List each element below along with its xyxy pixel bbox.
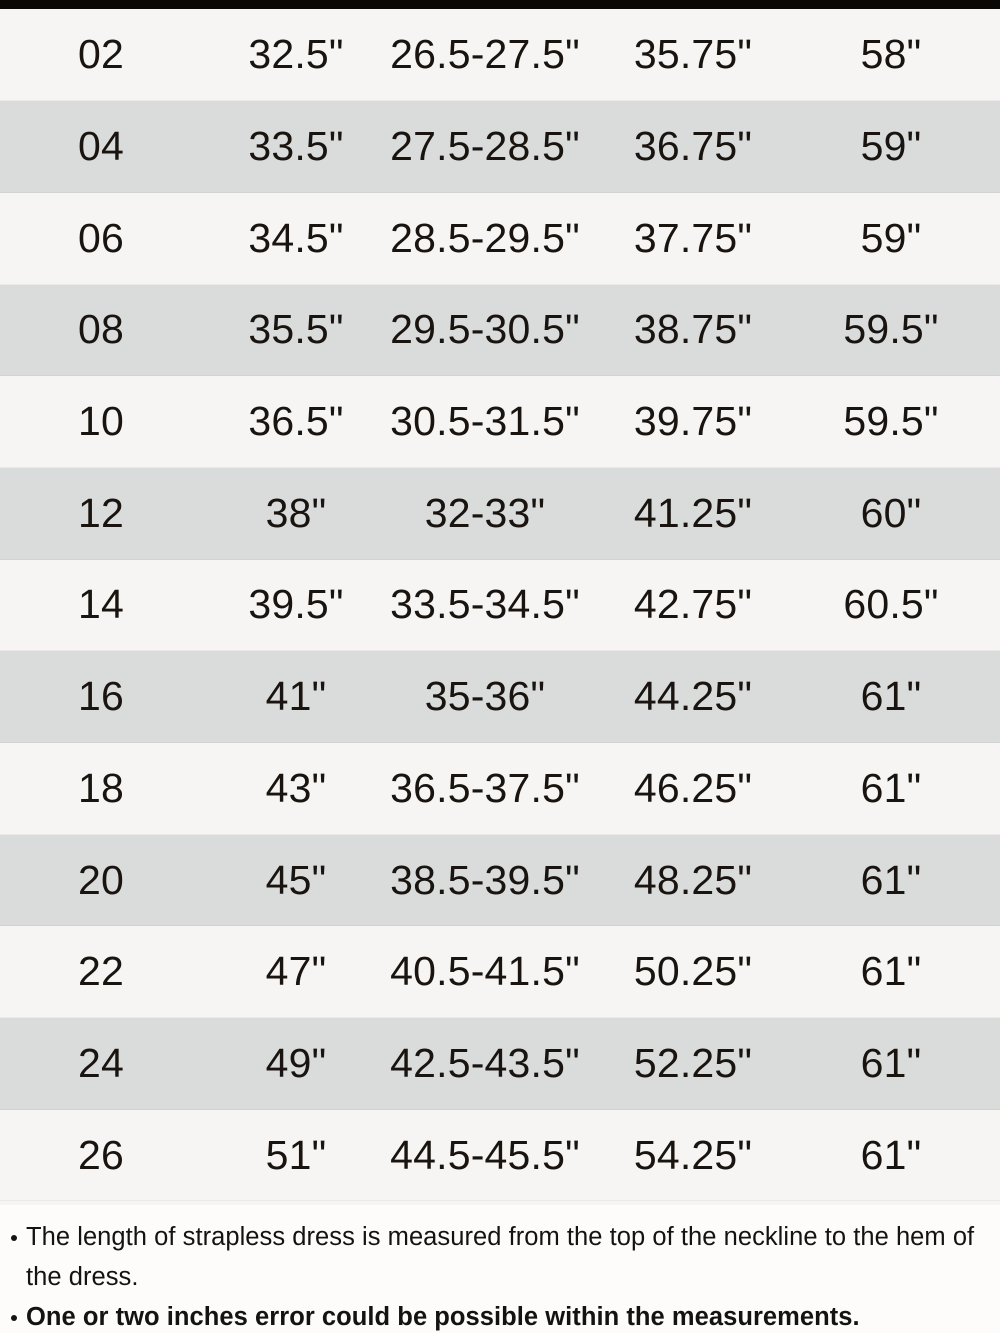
note-text: One or two inches error could be possibl… — [26, 1303, 860, 1331]
table-row: 20 45" 38.5-39.5" 48.25" 61" — [0, 833, 1000, 927]
table-row: 02 32.5" 26.5-27.5" 35.75" 58" — [0, 9, 1000, 102]
table-row: 06 34.5" 28.5-29.5" 37.75" 59" — [0, 191, 1000, 285]
table-row: 16 41" 35-36" 44.25" 61" — [0, 650, 1000, 743]
cell-waist: 42.5-43.5" — [382, 1017, 588, 1110]
cell-size: 02 — [0, 9, 210, 102]
cell-length: 59.5" — [798, 375, 1000, 468]
table-row: 14 39.5" 33.5-34.5" 42.75" 60.5" — [0, 558, 1000, 652]
cell-size: 08 — [0, 283, 210, 377]
cell-length: 61" — [798, 742, 1000, 835]
note-item: One or two inches error could be possibl… — [8, 1297, 990, 1333]
note-item: The length of strapless dress is measure… — [8, 1217, 990, 1297]
cell-length: 61" — [798, 650, 1000, 743]
cell-length: 59.5" — [798, 283, 1000, 377]
cell-waist: 27.5-28.5" — [382, 100, 588, 193]
bullet-icon — [11, 1235, 17, 1241]
cell-length: 61" — [798, 925, 1000, 1019]
cell-bust: 43" — [210, 742, 382, 835]
cell-waist: 28.5-29.5" — [382, 191, 588, 285]
cell-bust: 51" — [210, 1108, 382, 1202]
cell-bust: 45" — [210, 833, 382, 927]
cell-bust: 41" — [210, 650, 382, 743]
cell-length: 60" — [798, 466, 1000, 560]
cell-bust: 35.5" — [210, 283, 382, 377]
cell-hips: 38.75" — [588, 283, 798, 377]
cell-waist: 44.5-45.5" — [382, 1108, 588, 1202]
cell-length: 58" — [798, 9, 1000, 102]
cell-size: 12 — [0, 466, 210, 560]
cell-length: 60.5" — [798, 558, 1000, 652]
cell-waist: 33.5-34.5" — [382, 558, 588, 652]
cell-hips: 37.75" — [588, 191, 798, 285]
cell-bust: 36.5" — [210, 375, 382, 468]
cell-bust: 32.5" — [210, 9, 382, 102]
cell-size: 20 — [0, 833, 210, 927]
cell-hips: 48.25" — [588, 833, 798, 927]
bullet-icon — [11, 1315, 17, 1321]
notes-section: The length of strapless dress is measure… — [0, 1205, 1000, 1333]
note-text: The length of strapless dress is measure… — [26, 1223, 975, 1291]
cell-size: 04 — [0, 100, 210, 193]
cell-length: 59" — [798, 191, 1000, 285]
cell-size: 06 — [0, 191, 210, 285]
cell-size: 10 — [0, 375, 210, 468]
table-row: 12 38" 32-33" 41.25" 60" — [0, 466, 1000, 560]
cell-hips: 44.25" — [588, 650, 798, 743]
cell-hips: 36.75" — [588, 100, 798, 193]
cell-size: 18 — [0, 742, 210, 835]
cell-waist: 38.5-39.5" — [382, 833, 588, 927]
cell-hips: 35.75" — [588, 9, 798, 102]
size-chart-table-body: 02 32.5" 26.5-27.5" 35.75" 58" 04 33.5" 27.5-28… — [0, 9, 1000, 1202]
cell-size: 14 — [0, 558, 210, 652]
table-row: 18 43" 36.5-37.5" 46.25" 61" — [0, 742, 1000, 835]
cell-size: 26 — [0, 1108, 210, 1202]
cell-bust: 39.5" — [210, 558, 382, 652]
cell-length: 61" — [798, 1108, 1000, 1202]
table-row: 22 47" 40.5-41.5" 50.25" 61" — [0, 925, 1000, 1019]
top-accent-bar — [0, 0, 1000, 9]
cell-bust: 49" — [210, 1017, 382, 1110]
cell-hips: 52.25" — [588, 1017, 798, 1110]
cell-waist: 29.5-30.5" — [382, 283, 588, 377]
cell-waist: 35-36" — [382, 650, 588, 743]
cell-bust: 38" — [210, 466, 382, 560]
table-row: 10 36.5" 30.5-31.5" 39.75" 59.5" — [0, 375, 1000, 468]
cell-waist: 32-33" — [382, 466, 588, 560]
table-row: 04 33.5" 27.5-28.5" 36.75" 59" — [0, 100, 1000, 193]
cell-size: 22 — [0, 925, 210, 1019]
cell-hips: 50.25" — [588, 925, 798, 1019]
cell-waist: 36.5-37.5" — [382, 742, 588, 835]
cell-hips: 41.25" — [588, 466, 798, 560]
cell-size: 24 — [0, 1017, 210, 1110]
cell-size: 16 — [0, 650, 210, 743]
size-chart-table: 02 32.5" 26.5-27.5" 35.75" 58" 04 33.5" 27.5-28… — [0, 9, 1000, 1202]
cell-hips: 46.25" — [588, 742, 798, 835]
cell-bust: 34.5" — [210, 191, 382, 285]
cell-bust: 47" — [210, 925, 382, 1019]
table-row: 26 51" 44.5-45.5" 54.25" 61" — [0, 1108, 1000, 1202]
cell-length: 61" — [798, 833, 1000, 927]
cell-waist: 30.5-31.5" — [382, 375, 588, 468]
cell-waist: 26.5-27.5" — [382, 9, 588, 102]
cell-waist: 40.5-41.5" — [382, 925, 588, 1019]
cell-hips: 39.75" — [588, 375, 798, 468]
cell-length: 59" — [798, 100, 1000, 193]
cell-length: 61" — [798, 1017, 1000, 1110]
cell-hips: 42.75" — [588, 558, 798, 652]
cell-hips: 54.25" — [588, 1108, 798, 1202]
table-row: 08 35.5" 29.5-30.5" 38.75" 59.5" — [0, 283, 1000, 377]
table-row: 24 49" 42.5-43.5" 52.25" 61" — [0, 1017, 1000, 1110]
cell-bust: 33.5" — [210, 100, 382, 193]
